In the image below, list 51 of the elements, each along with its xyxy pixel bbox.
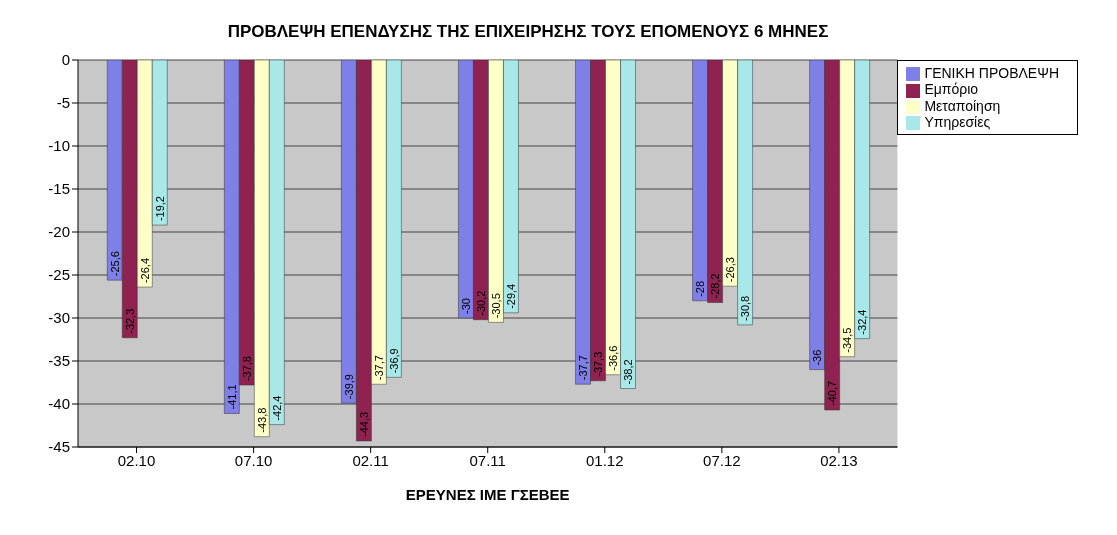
x-tick-label: 07.10 [234, 451, 273, 469]
data-label: -30,5 [489, 293, 502, 319]
data-label: -30,2 [474, 290, 487, 316]
data-label: -25,6 [108, 251, 121, 277]
x-tick-label: 07.11 [469, 451, 506, 469]
x-axis-title: ΕΡΕΥΝΕΣ ΙΜΕ ΓΣΕΒΕΕ [405, 486, 570, 503]
data-label: -39,9 [342, 374, 355, 400]
data-label: -37,3 [592, 351, 605, 377]
data-label: -37,8 [240, 356, 253, 382]
x-tick-label: 02.13 [820, 451, 858, 469]
x-tick-label: 02.11 [352, 451, 389, 469]
y-tick-label: -35 [48, 352, 70, 370]
y-tick-label: -10 [48, 137, 70, 155]
data-label: -28,2 [709, 273, 722, 299]
data-label: -36 [811, 349, 824, 366]
data-label: -29,4 [504, 283, 517, 309]
chart-title: ΠΡΟΒΛΕΨΗ ΕΠΕΝΔΥΣΗΣ ΤΗΣ ΕΠΙΧΕΙΡΗΣΗΣ ΤΟΥΣ ΕΠΟΜΕΝΟΥΣ 6 ΜΗΝΕΣ [226, 21, 830, 42]
y-tick-label: -45 [48, 438, 70, 456]
y-tick-label: -30 [48, 309, 70, 327]
data-label: -42,4 [270, 395, 283, 421]
data-label: -41,1 [225, 384, 238, 410]
data-label: -30,8 [739, 295, 752, 321]
y-tick-label: -40 [48, 395, 70, 413]
legend-label: Μεταποίηση [924, 97, 1001, 114]
y-tick-label: -20 [48, 223, 70, 241]
data-label: -44,3 [357, 411, 370, 437]
data-label: -34,5 [841, 327, 854, 353]
data-label: -26,3 [724, 257, 737, 283]
y-tick-label: -25 [48, 266, 70, 284]
data-label: -28 [694, 280, 707, 297]
legend-label: ΓΕΝΙΚΗ ΠΡΟΒΛΕΨΗ [924, 65, 1059, 81]
y-tick-label: -15 [48, 180, 70, 198]
y-tick-label: 0 [61, 51, 70, 69]
data-label: -37,7 [577, 355, 590, 381]
data-label: -30 [459, 298, 472, 314]
legend-label: Εμπόριο [924, 81, 979, 98]
x-tick-label: 07.12 [703, 451, 741, 469]
y-tick-label: -5 [56, 94, 70, 112]
data-label: -40,7 [826, 380, 839, 407]
data-label: -37,7 [372, 355, 385, 381]
data-label: -32,3 [123, 308, 136, 334]
data-label: -38,2 [622, 359, 635, 385]
data-label: -36,9 [387, 348, 400, 374]
x-tick-label: 01.12 [586, 451, 624, 469]
data-label: -19,2 [153, 196, 166, 222]
data-label: -32,4 [856, 309, 869, 335]
data-label: -36,6 [607, 345, 620, 371]
x-tick-label: 02.10 [117, 451, 156, 469]
data-label: -43,8 [255, 407, 268, 433]
data-label: -26,4 [138, 257, 151, 284]
legend-label: Υπηρεσίες [924, 113, 991, 130]
